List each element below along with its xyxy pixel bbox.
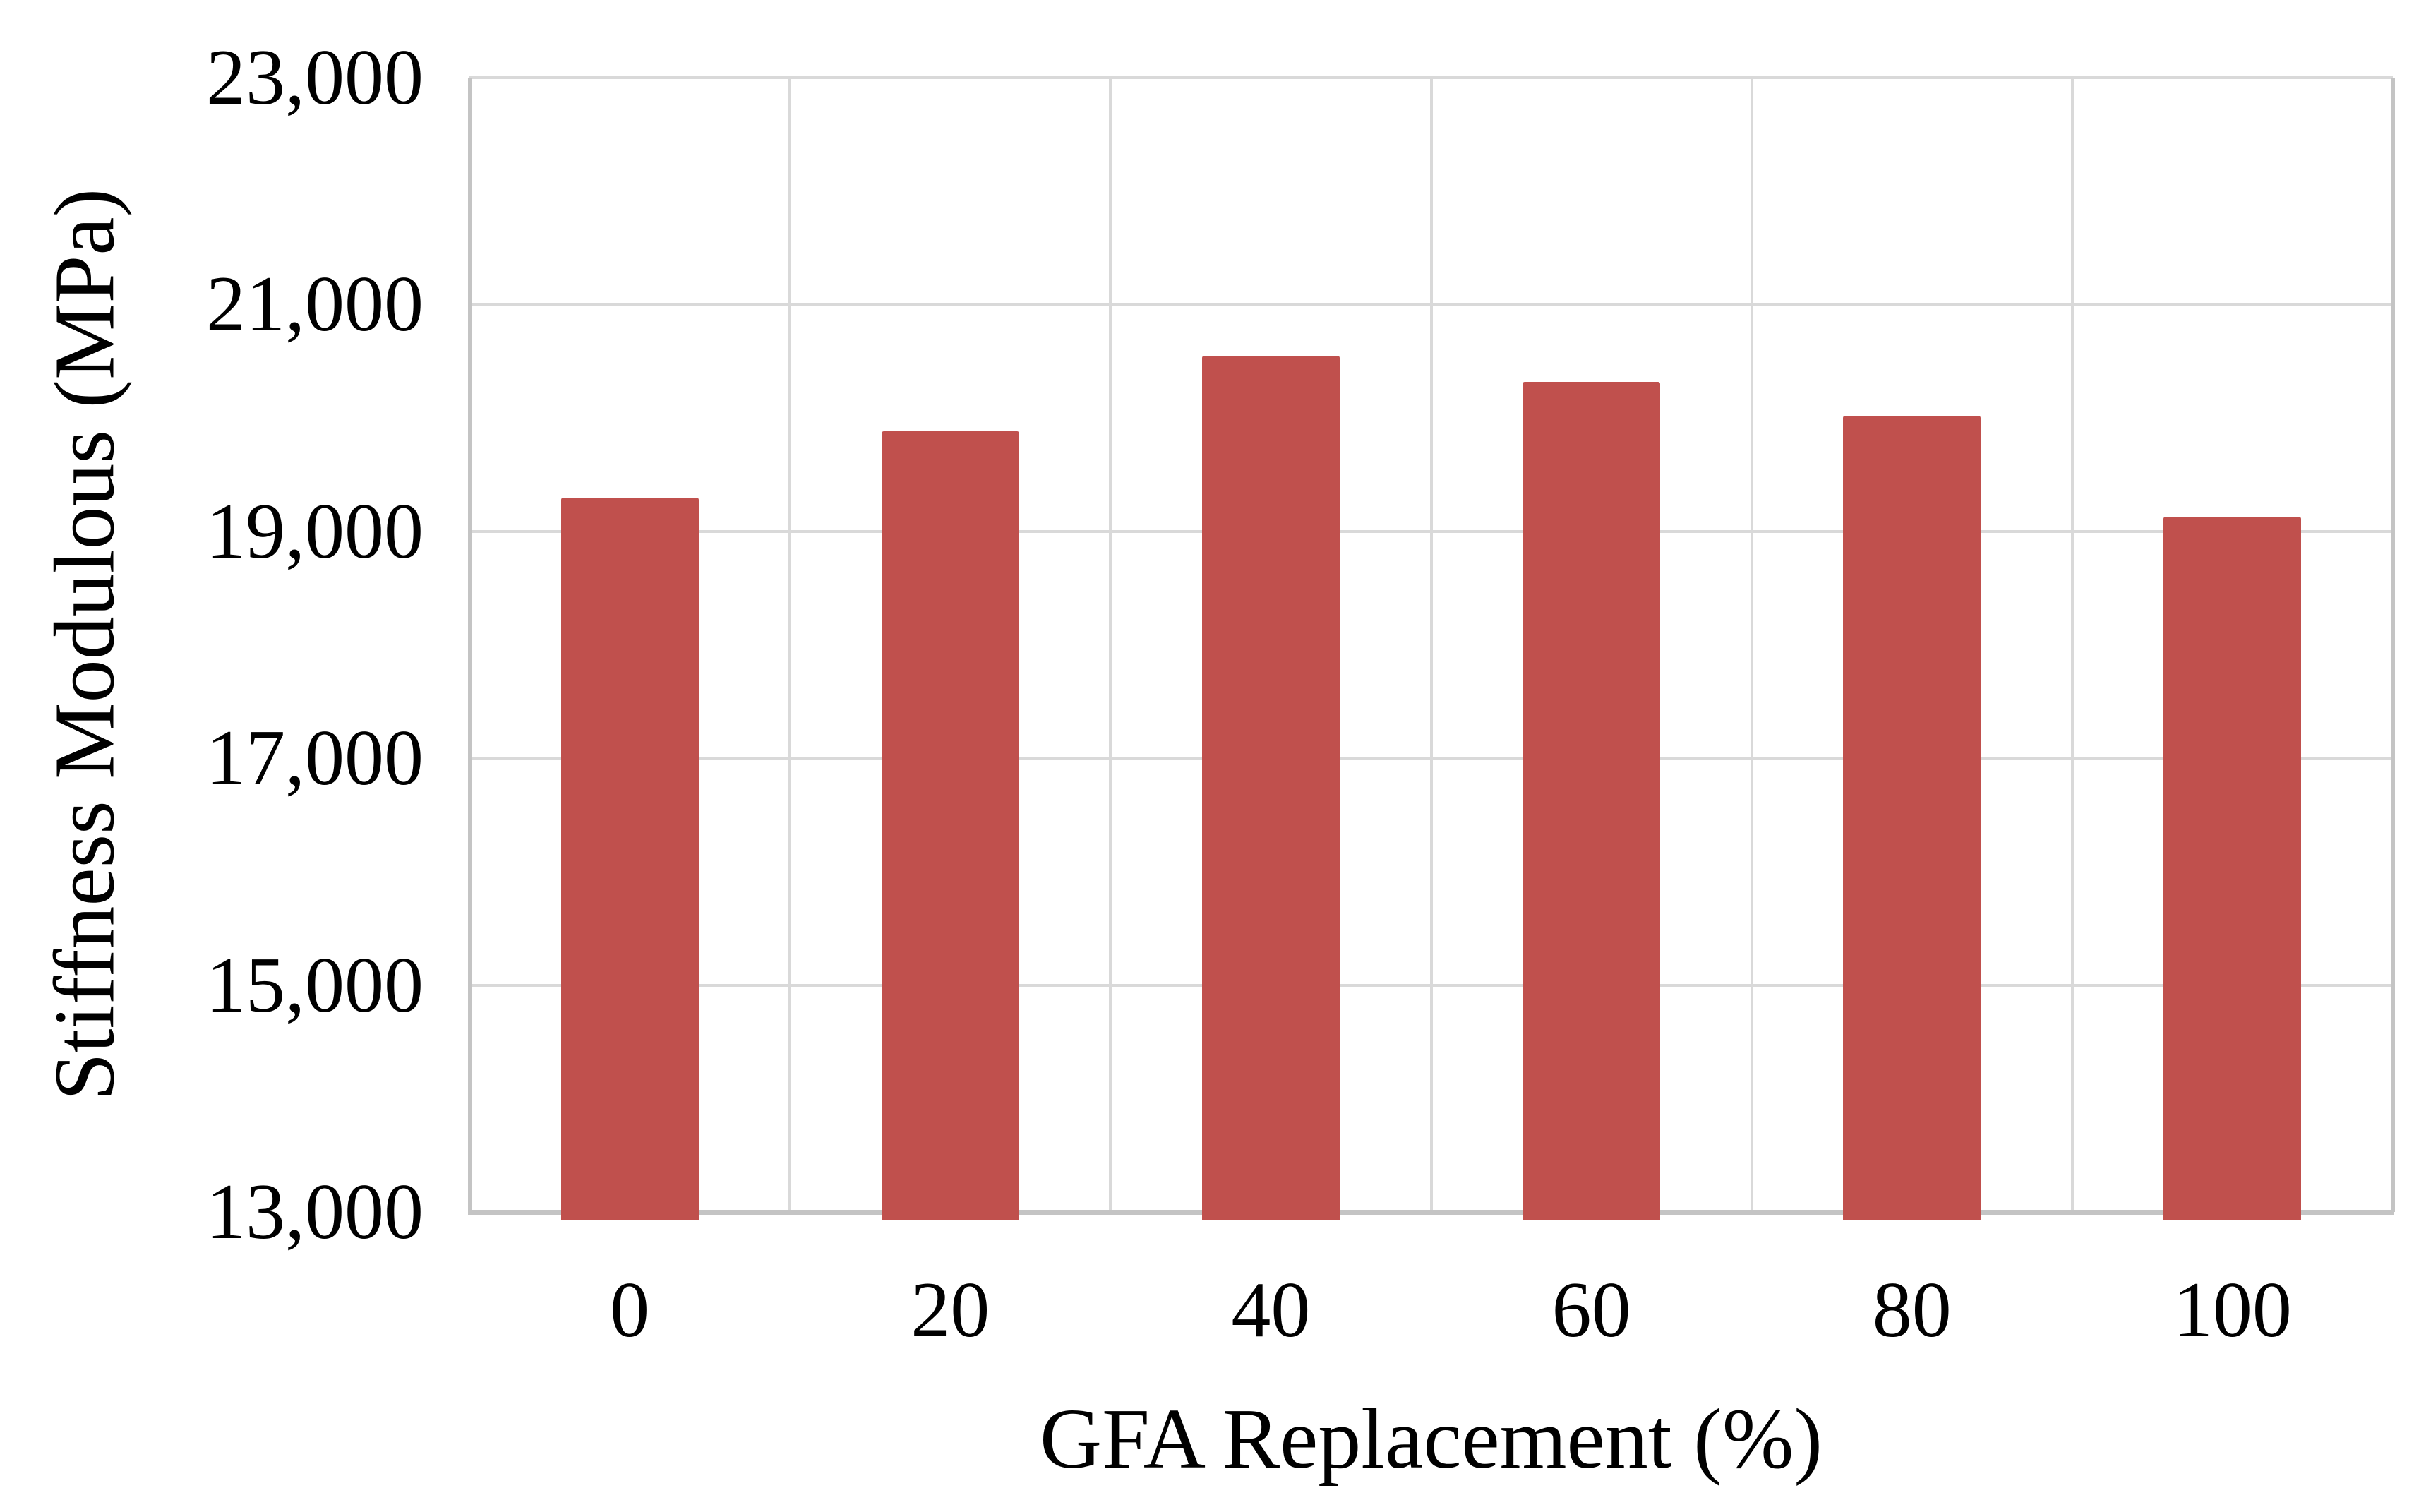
- x-tick-label: 40: [1231, 1266, 1311, 1354]
- vertical-gridline: [1429, 78, 1433, 1212]
- vertical-gridline: [2070, 78, 2074, 1212]
- plot-right-border: [2391, 78, 2395, 1212]
- x-tick-label: 100: [2173, 1266, 2292, 1354]
- x-tick-label: 80: [1872, 1266, 1952, 1354]
- x-tick-label: 0: [610, 1266, 650, 1354]
- bar-20: [881, 431, 1019, 1220]
- y-axis-title: Stiffness Modulous (MPa): [37, 188, 133, 1101]
- bar-60: [1523, 381, 1661, 1220]
- x-axis-title: GFA Replacement (%): [1040, 1391, 1822, 1487]
- bar-40: [1201, 355, 1340, 1220]
- y-tick-label: 15,000: [206, 941, 424, 1029]
- bar-0: [560, 497, 699, 1220]
- x-tick-label: 20: [911, 1266, 990, 1354]
- x-tick-label: 60: [1551, 1266, 1631, 1354]
- y-tick-label: 21,000: [206, 260, 424, 349]
- bar-100: [2163, 516, 2302, 1220]
- x-axis-line: [468, 1210, 2394, 1215]
- vertical-gridline: [1750, 78, 1753, 1212]
- bar-80: [1843, 415, 1981, 1220]
- vertical-gridline: [788, 78, 792, 1212]
- vertical-gridline: [1109, 78, 1112, 1212]
- y-tick-label: 13,000: [206, 1168, 424, 1256]
- y-tick-label: 19,000: [206, 487, 424, 575]
- y-tick-label: 23,000: [206, 34, 424, 121]
- y-tick-label: 17,000: [206, 714, 424, 803]
- y-axis-line: [468, 78, 472, 1212]
